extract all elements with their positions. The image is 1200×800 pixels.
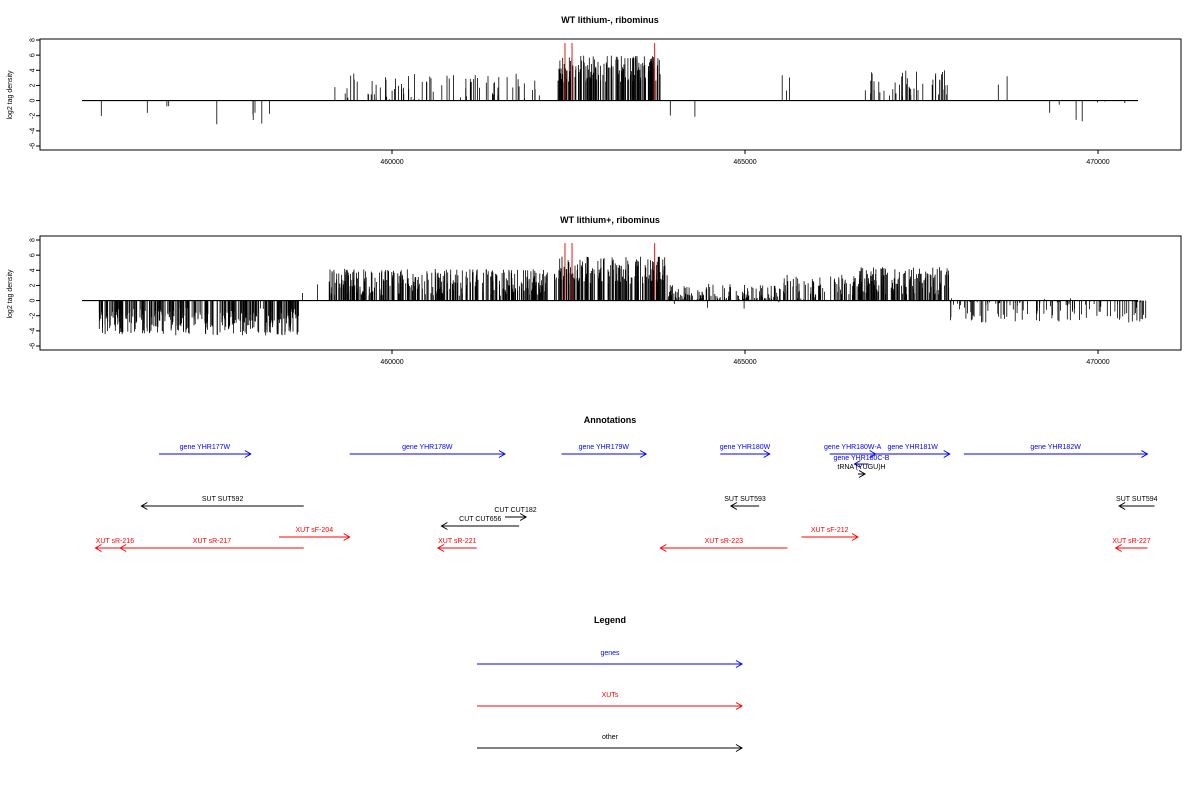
annotation-label: tRNA (YUGU)H (837, 464, 885, 471)
x-tick-label: 465000 (733, 159, 756, 166)
annotation-arrow (857, 470, 867, 478)
annotations-section: Annotations gene YHR177W gene YHR178W gene… (94, 415, 1158, 552)
annotation-arrow (853, 460, 869, 468)
y-tick-label: -4 (30, 128, 37, 134)
y-tick-label: 6 (30, 53, 37, 57)
x-axis: 460000 465000 470000 (380, 350, 1110, 366)
annotation-label: CUT CUT182 (494, 507, 536, 514)
x-tick-label: 470000 (1086, 359, 1109, 366)
x-tick-label: 460000 (380, 359, 403, 366)
annotation-arrow (720, 450, 771, 458)
y-tick-label: 4 (30, 268, 37, 272)
y-tick-label: -6 (30, 343, 37, 349)
y-tick-label: 2 (30, 83, 37, 87)
y-tick-label: 4 (30, 68, 37, 72)
annotation-label: XUT sR-223 (705, 538, 743, 545)
annotation-label: XUT sR-217 (193, 538, 231, 545)
annotation-arrow (436, 544, 477, 552)
annotation-label: CUT CUT656 (459, 516, 501, 523)
signal-bars (100, 55, 1126, 125)
y-tick-label: 2 (30, 283, 37, 287)
plot-frame (39, 38, 1182, 151)
annotation-label: gene YHR178W (402, 444, 453, 451)
y-tick-label: -4 (30, 328, 37, 334)
track-panel-lithium-plus: WT lithium+, ribominus log2 tag density … (7, 215, 1182, 366)
highlight-lines (564, 243, 656, 301)
annotation-label: XUT sR-227 (1112, 538, 1150, 545)
legend-label: XUTs (602, 692, 619, 699)
annotation-label: gene YHR179W (579, 444, 630, 451)
legend-section: Legend genes XUTs other (477, 615, 743, 752)
annotation-label: gene YHR182W (1030, 444, 1081, 451)
legend-arrow (477, 744, 743, 752)
annotation-features: gene YHR177W gene YHR178W gene YHR179W gene… (94, 444, 1158, 552)
y-tick-label: -2 (30, 113, 37, 119)
plot-frame (39, 235, 1182, 351)
y-tick-label: -2 (30, 313, 37, 319)
legend-title: Legend (594, 615, 626, 625)
x-axis: 460000 465000 470000 (380, 150, 1110, 166)
x-tick-label: 460000 (380, 159, 403, 166)
annotation-arrow (349, 450, 506, 458)
annotation-label: SUT SUT594 (1116, 496, 1158, 503)
track-title: WT lithium+, ribominus (560, 215, 660, 225)
annotation-arrow (963, 450, 1149, 458)
annotation-arrow (159, 450, 252, 458)
annotation-label: gene YHR181W (887, 444, 938, 451)
y-axis-label: log2 tag density (7, 70, 14, 120)
track-panel-lithium-minus: WT lithium-, ribominus log2 tag density … (7, 15, 1182, 166)
annotation-label: gene YHR180W-A (824, 444, 882, 451)
y-tick-label: 6 (30, 253, 37, 257)
annotation-arrow (875, 450, 951, 458)
x-tick-label: 465000 (733, 359, 756, 366)
annotation-arrow (504, 513, 528, 521)
annotation-label: SUT SUT593 (724, 496, 766, 503)
annotation-label: XUT sR-221 (438, 538, 476, 545)
y-axis: -6 -4 -2 0 2 4 6 8 (30, 238, 40, 349)
y-tick-label: 8 (30, 38, 37, 42)
legend-label: other (602, 734, 619, 741)
annotation-label: XUT sF-204 (295, 527, 333, 534)
annotation-arrow (1114, 544, 1148, 552)
legend-label: genes (600, 650, 620, 657)
annotation-label: XUT sR-216 (96, 538, 134, 545)
annotation-arrow (801, 533, 859, 541)
y-tick-label: 0 (30, 299, 37, 303)
track-title: WT lithium-, ribominus (561, 15, 659, 25)
annotation-label: gene YHR180C-B (834, 455, 890, 462)
y-axis: -6 -4 -2 0 2 4 6 8 (30, 38, 40, 149)
y-axis-label: log2 tag density (7, 269, 14, 319)
annotation-label: gene YHR177W (180, 444, 231, 451)
annotation-arrow (119, 544, 304, 552)
annotation-arrow (561, 450, 648, 458)
annotation-arrow (729, 502, 760, 510)
y-tick-label: 0 (30, 99, 37, 103)
annotation-label: SUT SUT592 (202, 496, 244, 503)
highlight-lines (564, 43, 656, 101)
y-tick-label: 8 (30, 238, 37, 242)
x-tick-label: 470000 (1086, 159, 1109, 166)
annotation-arrow (1118, 502, 1155, 510)
annotation-arrow (279, 533, 351, 541)
annotation-arrow (659, 544, 788, 552)
y-tick-label: -6 (30, 143, 37, 149)
signal-bars (98, 256, 1147, 336)
legend-items: genes XUTs other (477, 650, 743, 752)
legend-arrow (477, 702, 743, 710)
legend-arrow (477, 660, 743, 668)
annotations-title: Annotations (584, 415, 637, 425)
annotation-arrow (140, 502, 304, 510)
annotation-label: gene YHR180W (720, 444, 771, 451)
annotation-arrow (440, 522, 520, 530)
annotation-label: XUT sF-212 (811, 527, 849, 534)
